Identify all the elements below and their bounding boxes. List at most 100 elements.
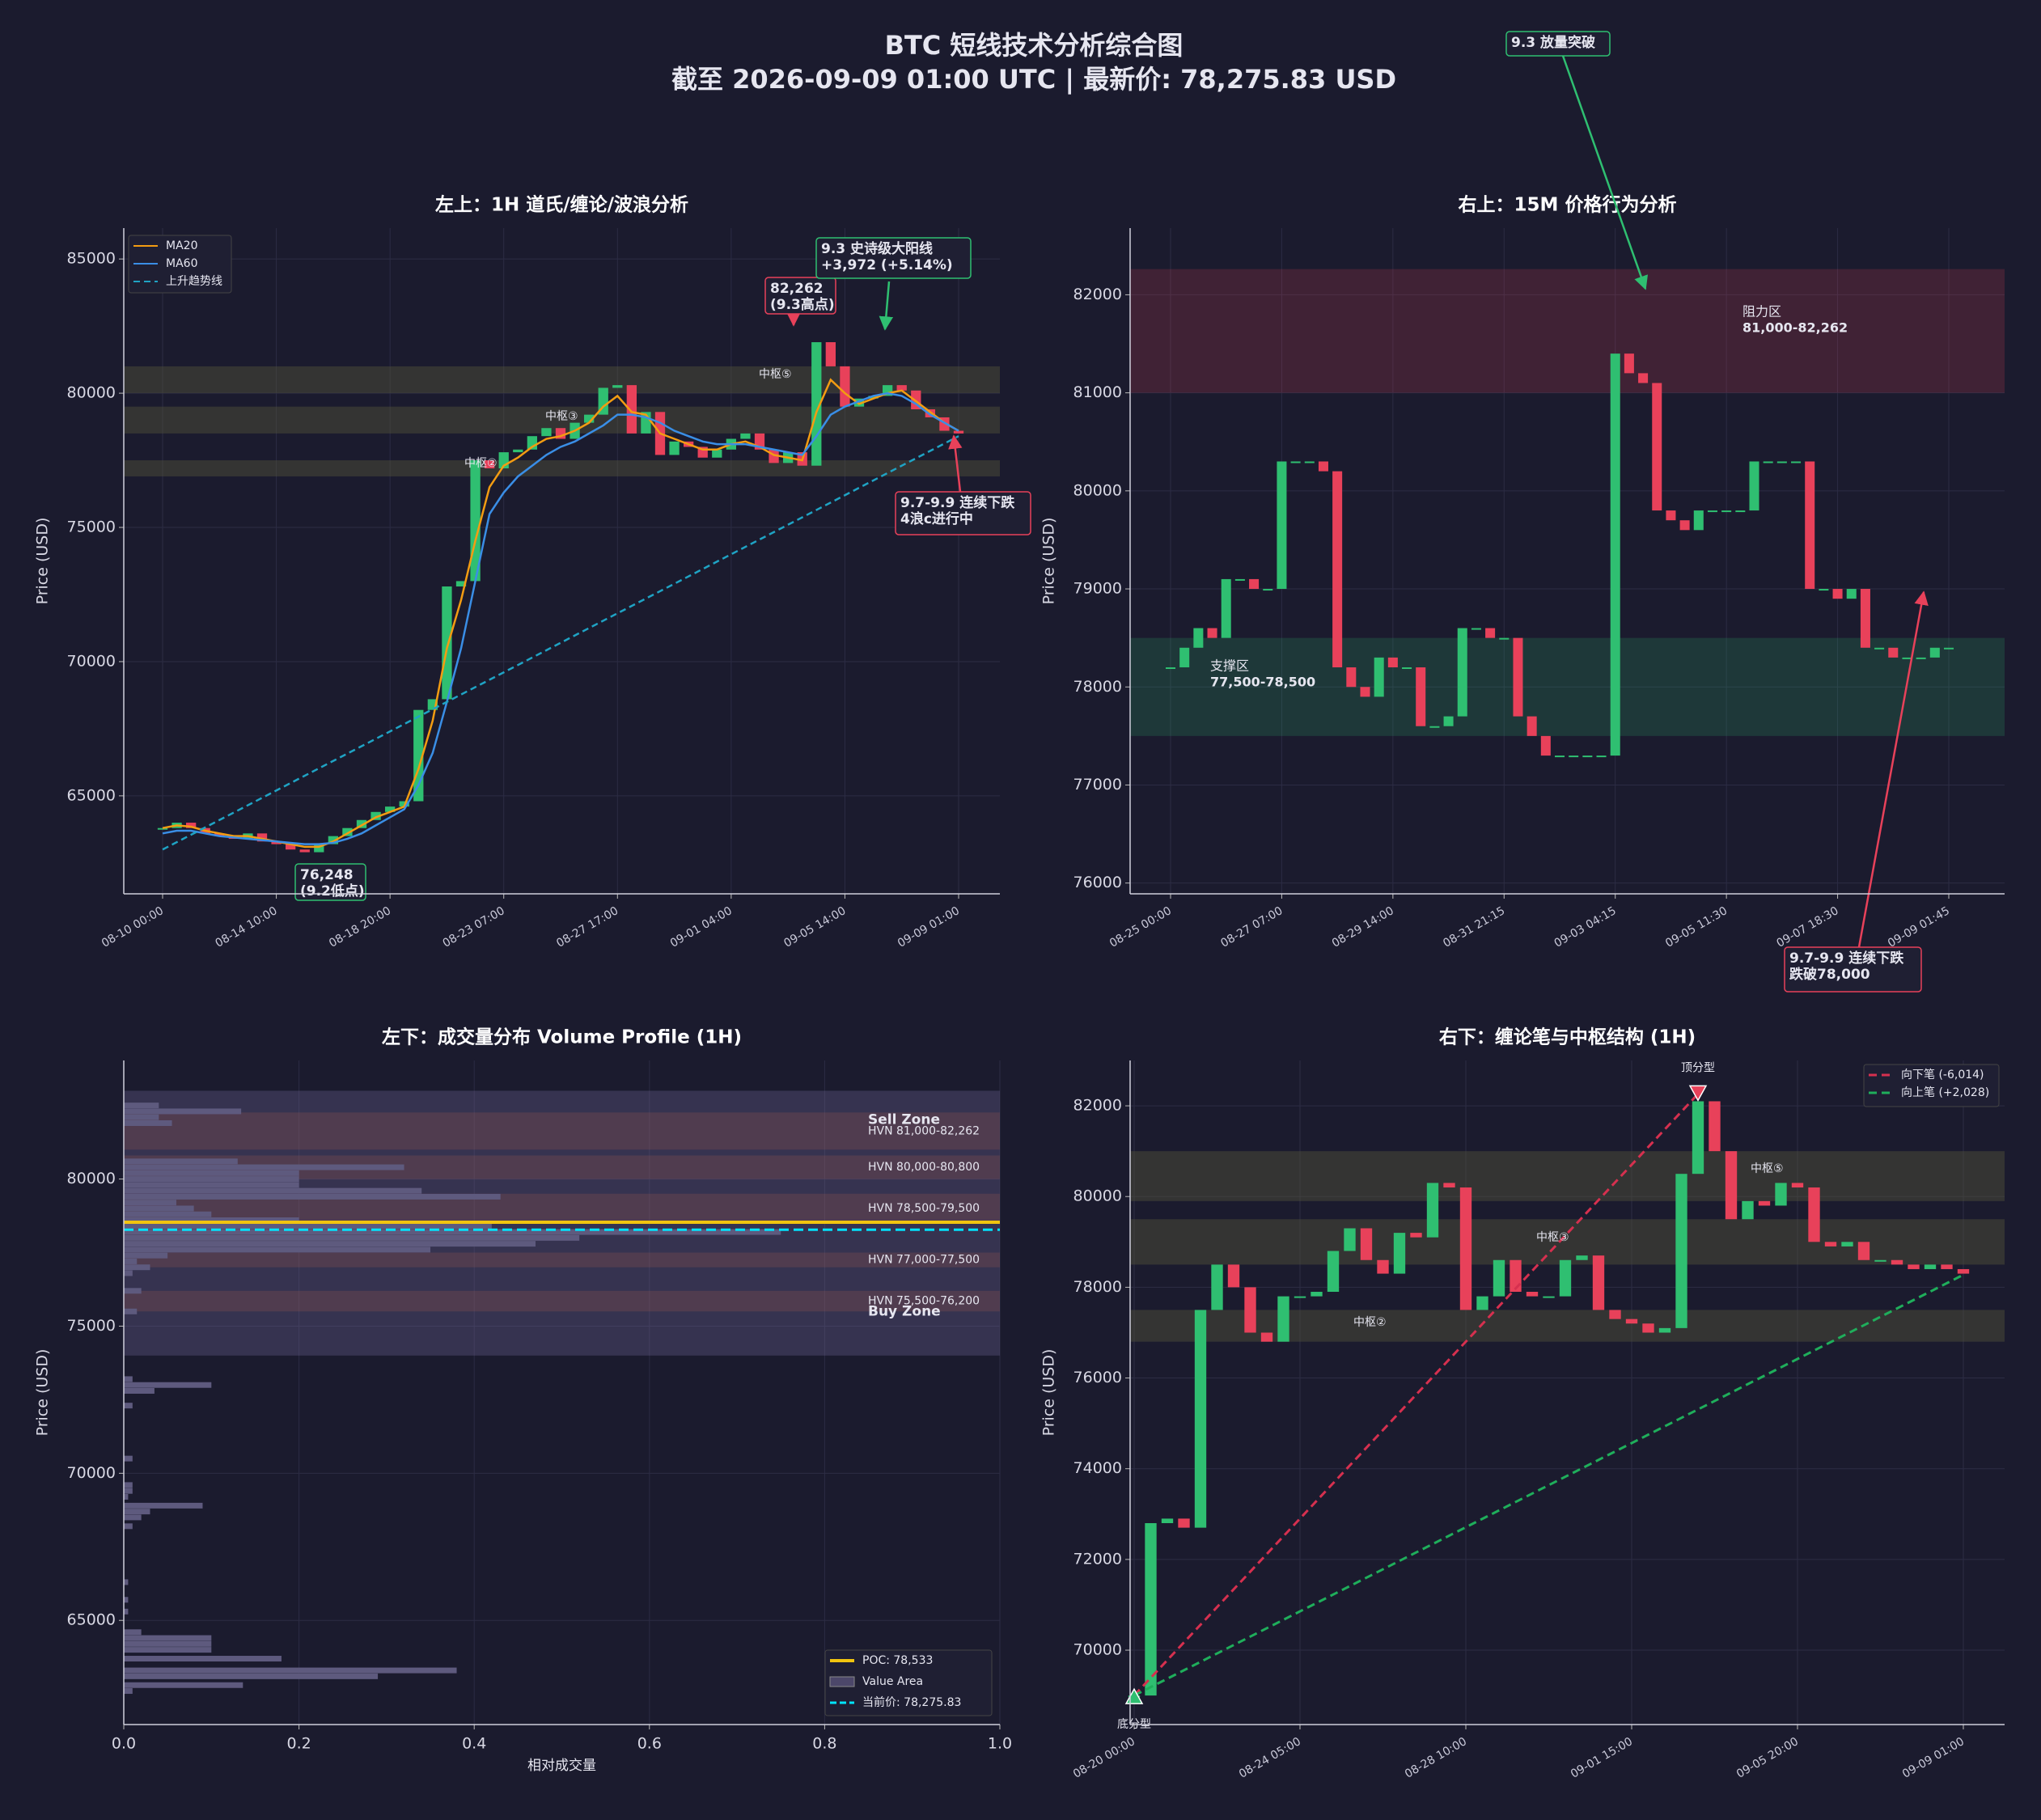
candle (669, 441, 680, 455)
sell-zone-label: Sell Zone (868, 1111, 940, 1128)
annotation-box (895, 491, 1031, 535)
annotation-text: 76,248 (300, 867, 354, 883)
candle (1742, 1200, 1754, 1220)
annotation-text: 9.7-9.9 连续下跌 (1789, 950, 1904, 967)
candle (1207, 628, 1217, 638)
panel-title: 左上：1H 道氏/缠论/波浪分析 (435, 194, 688, 216)
volume-bar (124, 1246, 431, 1253)
zone (1130, 637, 2005, 736)
volume-bar (124, 1482, 133, 1488)
volume-bar (124, 1200, 176, 1206)
candle (740, 433, 751, 439)
volume-bar (124, 1114, 159, 1120)
candle (1808, 1187, 1820, 1242)
candle (1332, 471, 1343, 668)
buy-zone-label: Buy Zone (868, 1304, 941, 1320)
candle (1179, 647, 1190, 668)
y-tick-label: 65000 (67, 1611, 116, 1629)
annotation-text: 跌破78,000 (1789, 966, 1870, 983)
legend-box (1863, 1064, 2000, 1107)
candle (256, 833, 268, 842)
candle (1426, 1183, 1439, 1238)
volume-bar (124, 1252, 168, 1259)
legend-label: 当前价: 78,275.83 (862, 1695, 961, 1709)
candle (1891, 1259, 1903, 1265)
candle (953, 430, 964, 434)
candle (1527, 716, 1537, 736)
volume-bar (124, 1170, 299, 1176)
candle (1304, 461, 1315, 463)
candle (1624, 353, 1634, 374)
candle (1393, 1233, 1406, 1274)
candle (612, 385, 623, 388)
candle (1902, 657, 1912, 659)
candle (1658, 1327, 1671, 1333)
volume-bar (124, 1455, 133, 1462)
candle (1221, 578, 1231, 638)
candle (1679, 520, 1690, 531)
annotation-box (1784, 946, 1922, 993)
volume-bar (124, 1234, 580, 1241)
candle (1957, 1268, 1970, 1274)
candle (1924, 1264, 1937, 1269)
y-axis-label: Price (USD) (34, 1349, 52, 1437)
annotation-arrow (948, 434, 963, 493)
candle (1625, 1318, 1638, 1324)
candle (1194, 1310, 1207, 1528)
hvn-zone (124, 1252, 1000, 1268)
hvn-zone (124, 1112, 1000, 1150)
legend-label: MA60 (166, 257, 197, 270)
volume-bar (124, 1288, 142, 1294)
y-axis-label: Price (USD) (1040, 1349, 1058, 1437)
annotation-arrow (1857, 590, 1929, 948)
candle (1457, 628, 1467, 717)
candle (1513, 637, 1523, 717)
zone (1130, 269, 2005, 393)
volume-bar (124, 1258, 138, 1264)
y-tick-label: 80000 (67, 384, 116, 402)
y-tick-label: 79000 (1073, 580, 1122, 598)
volume-bar (124, 1488, 133, 1494)
candle (1693, 510, 1704, 531)
volume-bar (124, 1182, 299, 1188)
candle (1402, 667, 1412, 670)
candle (1860, 589, 1870, 648)
volume-bar (124, 1673, 379, 1679)
legend-label: 上升趋势线 (166, 275, 222, 288)
pivot-label: 中枢③ (545, 410, 578, 423)
candle (342, 827, 353, 836)
candle (1908, 1264, 1920, 1269)
annotation-text: 9.3 放量突破 (1511, 34, 1595, 51)
candle (1416, 667, 1426, 726)
candle (484, 460, 495, 469)
y-tick-label: 80000 (67, 1170, 116, 1187)
legend-swatch (829, 1676, 855, 1687)
y-axis-label: Price (USD) (34, 518, 52, 605)
x-tick-label: 0.0 (112, 1735, 136, 1753)
candle (626, 385, 637, 434)
volume-bar (124, 1176, 299, 1183)
y-tick-label: 74000 (1073, 1459, 1122, 1477)
y-tick-label: 76000 (1073, 874, 1122, 891)
y-tick-label: 70000 (67, 652, 116, 670)
volume-bar (124, 1193, 501, 1200)
panel-title: 左下：成交量分布 Volume Profile (1H) (382, 1026, 742, 1048)
candle (1410, 1233, 1422, 1238)
candle (1263, 589, 1273, 591)
candle (1666, 510, 1676, 521)
candle (1916, 657, 1926, 659)
y-tick-label: 78000 (1073, 678, 1122, 696)
volume-bar (124, 1493, 129, 1500)
top-fractal-label: 顶分型 (1681, 1061, 1715, 1074)
candle (1592, 1255, 1605, 1310)
y-tick-label: 85000 (67, 250, 116, 268)
legend-box (128, 235, 232, 294)
candle (1638, 373, 1649, 383)
volume-bar (124, 1635, 212, 1641)
x-tick-label: 0.2 (286, 1735, 311, 1753)
candle (925, 409, 936, 417)
volume-bar (124, 1158, 238, 1165)
candle (1776, 461, 1787, 463)
hvn-label: HVN 78,500-79,500 (868, 1202, 980, 1215)
